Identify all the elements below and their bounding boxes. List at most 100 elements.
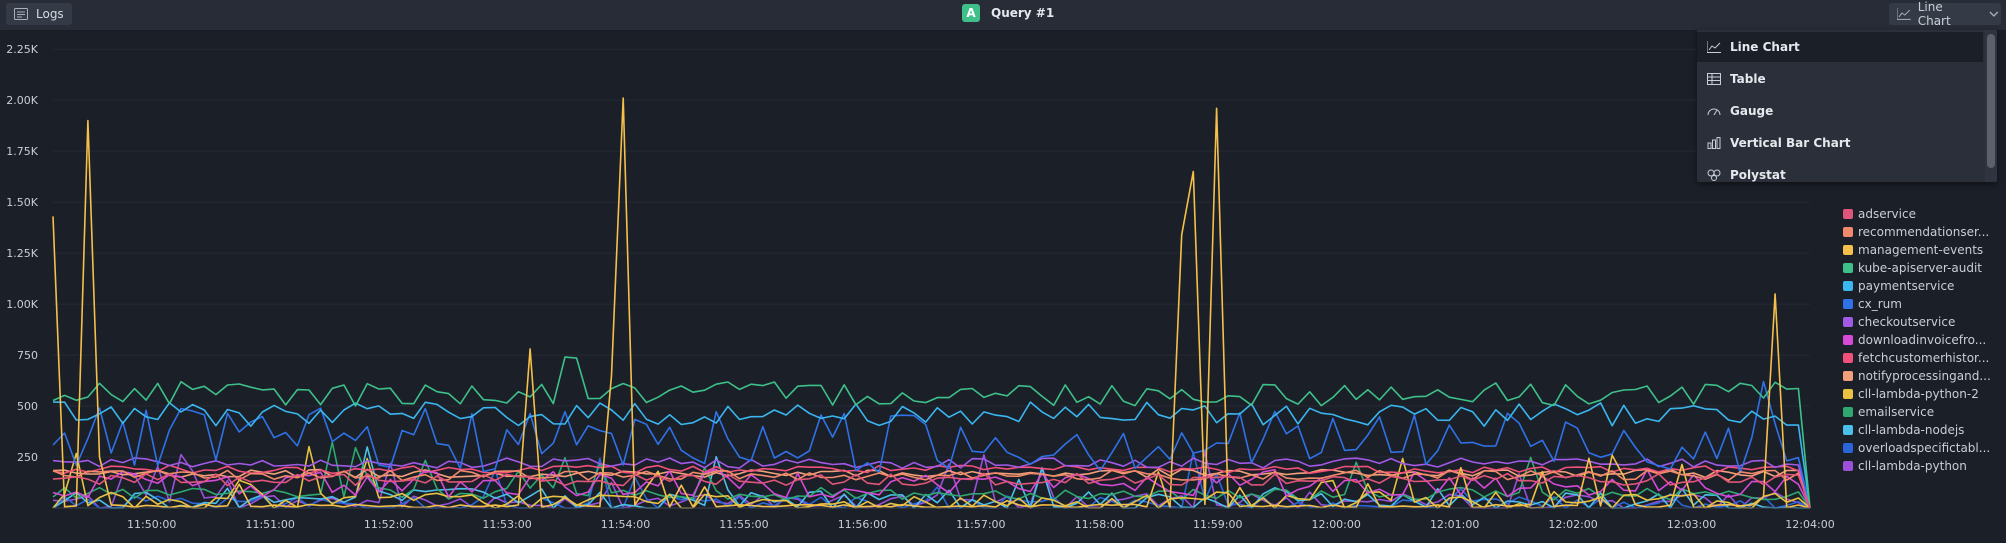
legend-label: cll-lambda-python: [1858, 459, 1967, 473]
legend-label: paymentservice: [1858, 279, 1955, 293]
legend-item[interactable]: cll-lambda-python-2: [1843, 385, 1993, 403]
y-tick-label: 500: [17, 400, 38, 413]
legend-label: emailservice: [1858, 405, 1935, 419]
line-chart: 250 500 750 1.00K 1.25K 1.50K 1.75K 2.00K 2.25K 1…: [6, 43, 1834, 531]
polystat-icon: [1707, 169, 1721, 181]
legend-swatch: [1843, 461, 1853, 471]
dropdown-scrollbar[interactable]: [1985, 30, 1997, 182]
legend-item[interactable]: checkoutservice: [1843, 313, 1993, 331]
x-tick-label: 12:02:00: [1548, 518, 1597, 531]
query-title: Query #1: [991, 6, 1055, 20]
legend-label: checkoutservice: [1858, 315, 1956, 329]
legend-item[interactable]: management-events: [1843, 241, 1993, 259]
legend-item[interactable]: fetchcustomerhistor...: [1843, 349, 1993, 367]
query-header-bar: Logs A Query #1 Line Chart: [0, 0, 2006, 31]
logs-icon: [14, 8, 28, 20]
bar-chart-icon: [1707, 137, 1721, 149]
legend-swatch: [1843, 425, 1853, 435]
x-tick-label: 11:51:00: [245, 518, 294, 531]
legend-label: recommendationser...: [1858, 225, 1990, 239]
legend-label: cll-lambda-python-2: [1858, 387, 1979, 401]
y-tick-label: 250: [17, 451, 38, 464]
legend-item[interactable]: emailservice: [1843, 403, 1993, 421]
legend-swatch: [1843, 335, 1853, 345]
x-tick-label: 12:00:00: [1311, 518, 1360, 531]
legend-label: cx_rum: [1858, 297, 1902, 311]
logs-button[interactable]: Logs: [6, 3, 72, 25]
legend-item[interactable]: cx_rum: [1843, 295, 1993, 313]
legend-swatch: [1843, 443, 1853, 453]
legend-item[interactable]: kube-apiserver-audit: [1843, 259, 1993, 277]
legend-item[interactable]: cll-lambda-nodejs: [1843, 421, 1993, 439]
series-line-management-events: [52, 97, 1811, 509]
y-tick-label: 1.25K: [6, 247, 38, 260]
legend-item[interactable]: adservice: [1843, 205, 1993, 223]
chart-type-select[interactable]: Line Chart: [1889, 0, 2001, 28]
legend-item[interactable]: cll-lambda-python: [1843, 457, 1993, 475]
series-line-kube-apiserver-audit: [52, 356, 1811, 509]
y-tick-label: 750: [17, 349, 38, 362]
legend-item[interactable]: recommendationser...: [1843, 223, 1993, 241]
legend-label: management-events: [1858, 243, 1984, 257]
legend-label: downloadinvoicefro...: [1858, 333, 1987, 347]
chart-type-dropdown: Line Chart Table Gauge Vertical Bar Char…: [1697, 30, 1997, 182]
series-line-cll-lambda-python-2: [52, 445, 1811, 509]
legend-swatch: [1843, 317, 1853, 327]
dropdown-item-polystat[interactable]: Polystat: [1697, 160, 1983, 182]
dropdown-item-label: Vertical Bar Chart: [1730, 136, 1851, 150]
query-badge: A: [962, 4, 980, 22]
legend-swatch: [1843, 227, 1853, 237]
x-tick-label: 12:03:00: [1667, 518, 1716, 531]
x-tick-label: 11:55:00: [719, 518, 768, 531]
line-chart-icon: [1707, 41, 1721, 53]
logs-button-label: Logs: [36, 7, 64, 21]
series-line-cx-rum: [52, 380, 1811, 509]
chevron-down-icon: [1989, 11, 1999, 17]
x-tick-label: 12:04:00: [1785, 518, 1834, 531]
dropdown-item-line-chart[interactable]: Line Chart: [1697, 32, 1983, 62]
dropdown-item-label: Gauge: [1730, 104, 1774, 118]
dropdown-item-label: Polystat: [1730, 168, 1786, 182]
x-tick-label: 11:54:00: [601, 518, 650, 531]
series-line-adservice: [52, 472, 1811, 509]
y-tick-label: 2.25K: [6, 43, 38, 56]
series-line-paymentservice: [52, 401, 1811, 509]
x-tick-label: 11:58:00: [1075, 518, 1124, 531]
legend-label: kube-apiserver-audit: [1858, 261, 1982, 275]
x-tick-label: 11:50:00: [127, 518, 176, 531]
legend-swatch: [1843, 263, 1853, 273]
legend-item[interactable]: overloadspecifictabl...: [1843, 439, 1993, 457]
legend-swatch: [1843, 353, 1853, 363]
gauge-icon: [1707, 108, 1721, 116]
dropdown-scrollbar-thumb[interactable]: [1987, 34, 1995, 168]
dropdown-item-vertical-bar-chart[interactable]: Vertical Bar Chart: [1697, 128, 1983, 158]
series-line-fetchcustomerhistor-: [52, 464, 1811, 509]
dropdown-item-label: Line Chart: [1730, 40, 1800, 54]
dropdown-item-gauge[interactable]: Gauge: [1697, 96, 1983, 126]
x-tick-label: 11:59:00: [1193, 518, 1242, 531]
dropdown-item-table[interactable]: Table: [1697, 64, 1983, 94]
legend-swatch: [1843, 281, 1853, 291]
dropdown-item-label: Table: [1730, 72, 1766, 86]
legend-item[interactable]: notifyprocessingand...: [1843, 367, 1993, 385]
legend-item[interactable]: paymentservice: [1843, 277, 1993, 295]
table-icon: [1707, 73, 1721, 85]
legend-label: notifyprocessingand...: [1858, 369, 1991, 383]
series-line-checkoutservice: [52, 457, 1811, 509]
query-title-group: A Query #1: [962, 4, 1054, 22]
y-tick-label: 1.00K: [6, 298, 38, 311]
legend-label: adservice: [1858, 207, 1916, 221]
legend-label: fetchcustomerhistor...: [1858, 351, 1990, 365]
y-tick-label: 1.75K: [6, 145, 38, 158]
y-tick-label: 2.00K: [6, 94, 38, 107]
x-tick-label: 11:57:00: [956, 518, 1005, 531]
legend-label: overloadspecifictabl...: [1858, 441, 1991, 455]
series-line-emailservice: [52, 441, 1811, 509]
legend-swatch: [1843, 299, 1853, 309]
legend-item[interactable]: downloadinvoicefro...: [1843, 331, 1993, 349]
legend-swatch: [1843, 407, 1853, 417]
legend-label: cll-lambda-nodejs: [1858, 423, 1965, 437]
x-tick-label: 11:56:00: [838, 518, 887, 531]
x-tick-label: 11:52:00: [364, 518, 413, 531]
series-line-recommendationser-: [52, 469, 1811, 509]
